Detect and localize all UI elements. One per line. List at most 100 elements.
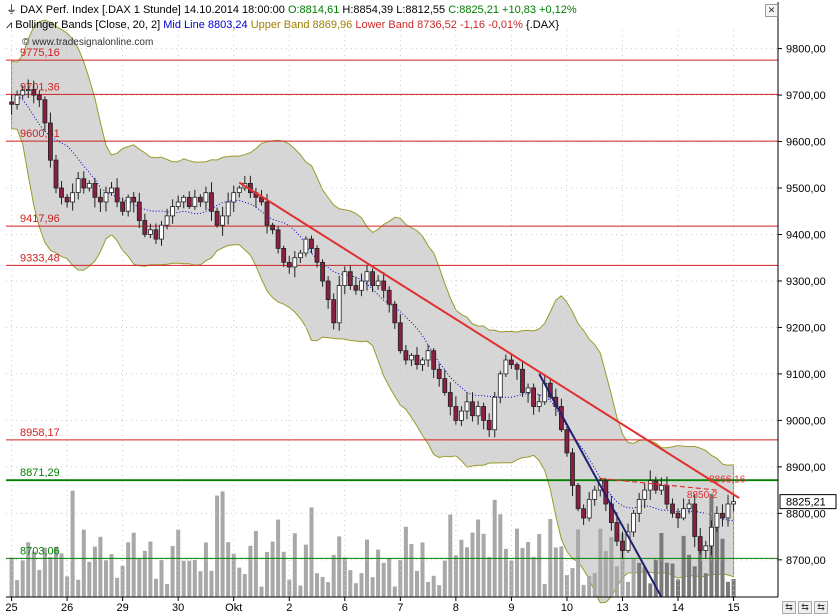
candle-body: [486, 419, 492, 431]
candle-body: [209, 192, 214, 212]
volume-bar: [348, 570, 353, 597]
volume-bar: [592, 573, 597, 597]
volume-bar: [98, 536, 103, 597]
volume-bar: [714, 524, 719, 597]
volume-bar: [353, 583, 358, 597]
band-change-pct: -0,01%: [488, 19, 523, 31]
y-tick-label: 9400,00: [786, 229, 826, 241]
x-tick-label: 9: [508, 602, 514, 614]
volume-bar: [503, 548, 508, 597]
candle-body: [525, 387, 531, 393]
indicator-icon[interactable]: ⩘: [6, 19, 13, 31]
volume-bar: [137, 558, 142, 597]
candle-body: [81, 178, 87, 189]
volume-bar: [203, 542, 208, 597]
close-icon[interactable]: ✕: [765, 4, 778, 17]
x-tick-label: 7: [397, 602, 403, 614]
candle-body: [381, 280, 387, 291]
trendline: [600, 477, 717, 491]
candle-body: [92, 182, 98, 198]
volume-bar: [298, 585, 303, 597]
scroll-right-icon[interactable]: ⇆: [814, 601, 828, 614]
volume-bar: [54, 546, 58, 597]
volume-bar: [48, 557, 53, 597]
volume-bar: [65, 576, 70, 597]
candle-body: [336, 285, 342, 324]
x-tick-label: 15: [727, 602, 739, 614]
volume-bar: [409, 544, 414, 597]
candle-body: [408, 354, 414, 361]
volume-bar: [553, 547, 558, 597]
candle-body: [570, 452, 575, 486]
x-tick-label: 29: [117, 602, 129, 614]
level-label: 9600,81: [20, 128, 60, 140]
volume-bar: [281, 551, 286, 597]
volume-bar: [315, 573, 319, 597]
candle-body: [314, 247, 320, 263]
volume-bar: [398, 559, 403, 597]
candle-body: [120, 201, 125, 212]
chart-toggle-icon[interactable]: ⏚: [6, 4, 17, 16]
volume-bar: [59, 553, 64, 597]
volume-bar: [131, 532, 136, 597]
volume-bar: [681, 535, 686, 597]
candle-body: [397, 322, 403, 352]
close-label: C:8825,21: [448, 4, 499, 16]
volume-bar: [70, 490, 75, 597]
candle-body: [103, 192, 109, 203]
scroll-zoom-icon[interactable]: ⇆: [798, 601, 812, 614]
y-tick-label: 9600,00: [786, 137, 826, 149]
volume-bar: [109, 554, 114, 597]
volume-bar: [631, 557, 636, 597]
candle-body: [403, 350, 409, 361]
candle-body: [697, 536, 703, 551]
volume-bar: [265, 551, 269, 597]
upper-label: Upper Band: [250, 19, 310, 31]
candle-body: [564, 429, 570, 454]
candle-body: [98, 196, 103, 203]
high-label: H:8854,39: [342, 4, 394, 16]
volume-bar: [664, 562, 669, 597]
level-label: 9417,96: [20, 213, 60, 225]
candle-body: [375, 280, 381, 286]
volume-bar: [148, 541, 153, 597]
volume-bar: [520, 547, 525, 597]
trendline: [538, 373, 663, 598]
candle-body: [86, 182, 92, 189]
candle-body: [531, 387, 536, 407]
volume-bar: [165, 584, 170, 597]
candle-body: [186, 196, 192, 208]
candle-body: [64, 196, 70, 203]
candle-body: [170, 206, 176, 217]
lower-label: Lower Band: [355, 19, 415, 31]
volume-bar: [76, 579, 81, 597]
volume-bar: [359, 573, 364, 597]
candle-body: [370, 271, 376, 287]
candle-body: [586, 498, 592, 519]
low-label: L:8812,55: [396, 4, 446, 16]
volume-bar: [642, 567, 647, 597]
candle-body: [197, 196, 203, 203]
volume-bar: [37, 569, 42, 597]
volume-bar: [448, 514, 453, 597]
price-header: ⏚ DAX Perf. Index [.DAX 1 Stunde] 14.10.…: [6, 3, 577, 17]
y-tick-label: 9000,00: [786, 415, 826, 427]
volume-bar: [487, 557, 492, 597]
candle-body: [303, 238, 309, 254]
candle-body: [59, 187, 64, 198]
volume-bar: [126, 542, 131, 597]
volume-bar: [437, 585, 442, 597]
y-tick-label: 9300,00: [786, 276, 826, 288]
volume-bar: [181, 560, 186, 597]
volume-bar: [215, 495, 220, 597]
scroll-left-icon[interactable]: ⇆: [782, 601, 796, 614]
candle-body: [414, 354, 420, 365]
volume-bar: [198, 571, 203, 597]
volume-bar: [326, 582, 331, 597]
volume-bar: [603, 551, 608, 597]
volume-bar: [104, 560, 108, 597]
candle-body: [720, 512, 725, 519]
candle-body: [386, 289, 392, 305]
volume-bar: [498, 514, 503, 597]
candle-body: [359, 280, 364, 291]
